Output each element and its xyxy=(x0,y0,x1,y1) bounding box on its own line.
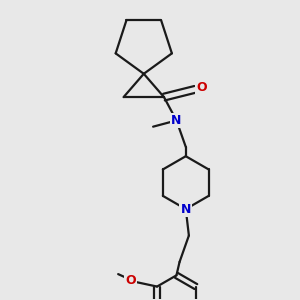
Text: N: N xyxy=(171,114,182,127)
Text: N: N xyxy=(181,202,191,216)
Text: O: O xyxy=(126,274,136,287)
Text: O: O xyxy=(196,81,207,94)
